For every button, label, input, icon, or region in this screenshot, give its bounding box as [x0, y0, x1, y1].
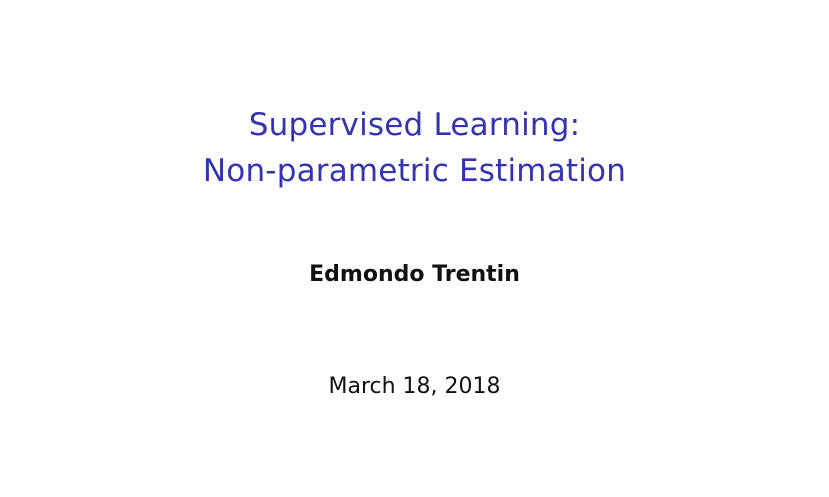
- slide-title: Supervised Learning: Non-parametric Esti…: [0, 102, 829, 194]
- author-name: Edmondo Trentin: [309, 262, 520, 287]
- title-line-1: Supervised Learning:: [248, 107, 581, 143]
- presentation-date: March 18, 2018: [328, 374, 501, 399]
- title-line-2: Non-parametric Estimation: [202, 153, 627, 189]
